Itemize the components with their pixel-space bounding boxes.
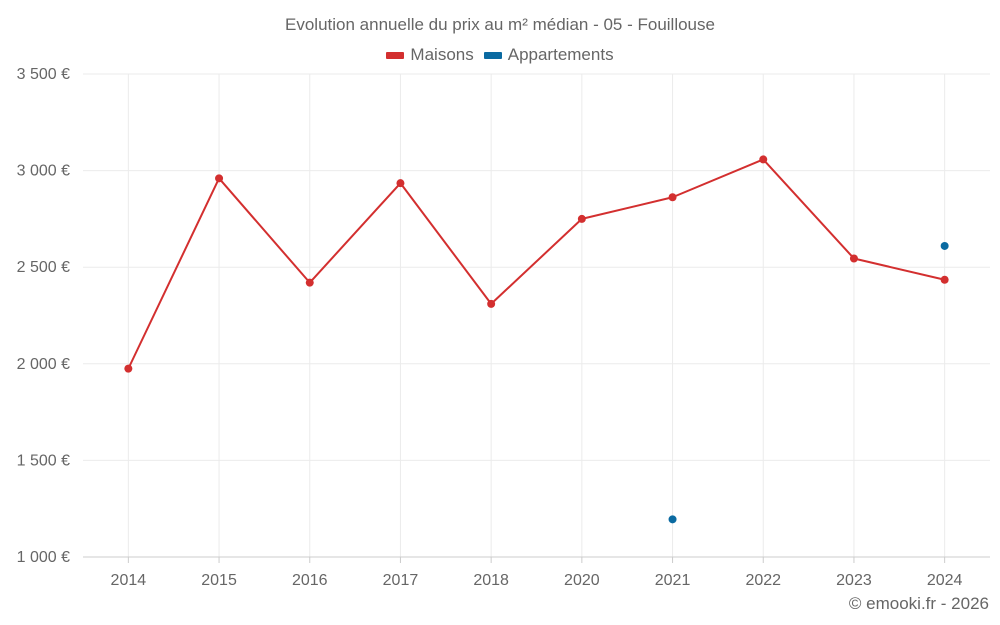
data-point-maisons-2014[interactable] bbox=[124, 364, 133, 373]
series-line-maisons bbox=[127, 158, 945, 370]
data-point-maisons-2017[interactable] bbox=[396, 179, 405, 188]
series-layer bbox=[124, 155, 949, 524]
x-tick-label: 2022 bbox=[745, 572, 781, 589]
x-tick-label: 2021 bbox=[655, 572, 691, 589]
x-tick-label: 2015 bbox=[201, 572, 237, 589]
legend-item-appartements[interactable]: Appartements bbox=[483, 45, 614, 65]
data-point-appartements-2024[interactable] bbox=[940, 241, 949, 250]
x-tick-label: 2023 bbox=[836, 572, 872, 589]
data-point-maisons-2016[interactable] bbox=[305, 278, 314, 287]
x-tick-label: 2020 bbox=[564, 572, 600, 589]
x-tick-label: 2024 bbox=[927, 572, 963, 589]
y-tick-label: 1 500 € bbox=[17, 452, 70, 469]
y-tick-label: 3 000 € bbox=[17, 163, 70, 180]
y-tick-label: 2 500 € bbox=[17, 259, 70, 276]
chart-title: Evolution annuelle du prix au m² médian … bbox=[285, 15, 715, 34]
data-point-maisons-2020[interactable] bbox=[577, 214, 586, 223]
legend-swatch-appartements bbox=[483, 51, 502, 59]
data-point-maisons-2015[interactable] bbox=[215, 174, 224, 183]
data-point-maisons-2021[interactable] bbox=[668, 193, 677, 202]
x-tick-label: 2018 bbox=[473, 572, 509, 589]
data-point-appartements-2021[interactable] bbox=[668, 515, 677, 524]
legend-swatch-maisons bbox=[386, 51, 405, 59]
legend: Maisons Appartements bbox=[0, 45, 1000, 65]
legend-label-maisons: Maisons bbox=[410, 45, 474, 64]
data-point-maisons-2022[interactable] bbox=[759, 155, 768, 164]
x-axis: 2014 2015 2016 2017 2018 2020 2021 2022 2023 2024 bbox=[83, 556, 990, 589]
legend-item-maisons[interactable]: Maisons bbox=[386, 45, 474, 65]
credit: © emooki.fr - 2026 bbox=[848, 594, 989, 613]
data-point-maisons-2024[interactable] bbox=[940, 275, 949, 284]
x-tick-label: 2014 bbox=[111, 572, 147, 589]
x-tick-label: 2016 bbox=[292, 572, 328, 589]
data-point-maisons-2023[interactable] bbox=[849, 254, 858, 263]
y-tick-label: 3 500 € bbox=[17, 66, 70, 83]
x-tick-label: 2017 bbox=[383, 572, 419, 589]
data-point-maisons-2018[interactable] bbox=[487, 299, 496, 308]
grid bbox=[83, 73, 990, 558]
legend-label-appartements: Appartements bbox=[507, 45, 614, 64]
y-tick-label: 2 000 € bbox=[17, 356, 70, 373]
y-tick-label: 1 000 € bbox=[17, 549, 70, 566]
y-axis: 1 000 € 1 500 € 2 000 € 2 500 € 3 000 € 3 500… bbox=[17, 66, 70, 566]
